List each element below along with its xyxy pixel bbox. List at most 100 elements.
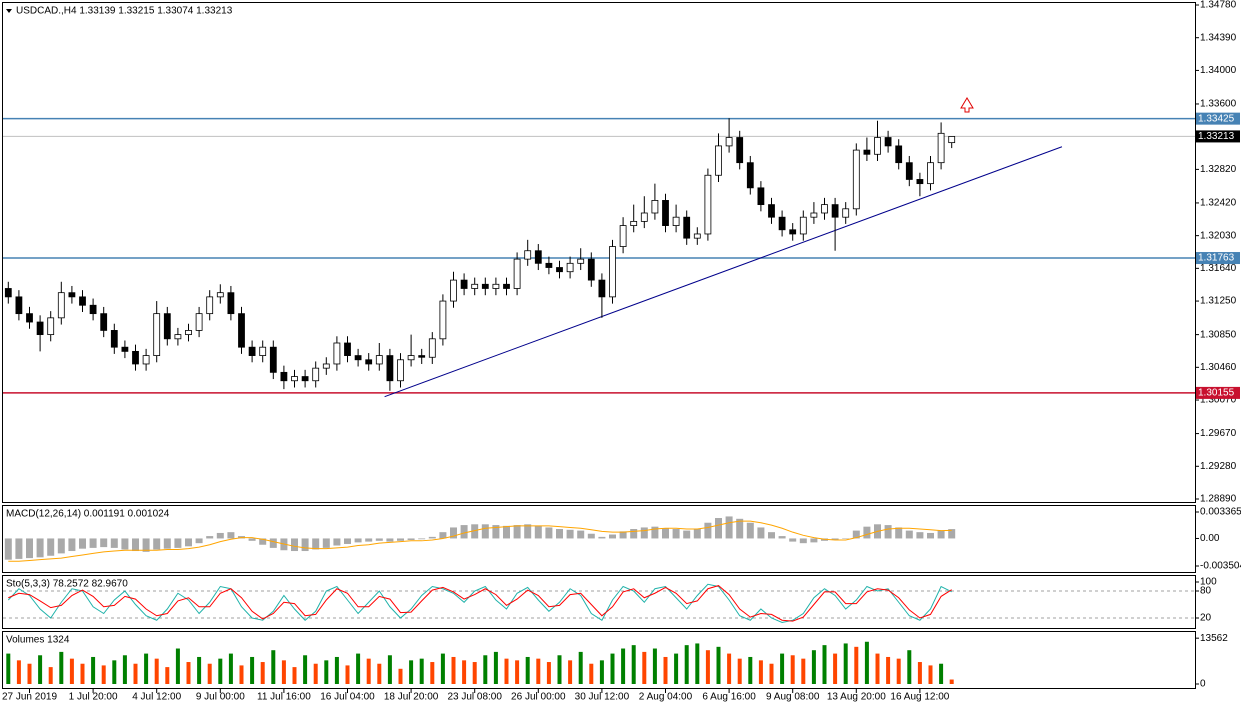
x-tick-label: 2 Aug 04:00 [639,692,693,703]
candle-body [619,225,627,247]
macd-bar [895,527,903,539]
candle-body [863,149,871,155]
candle-body [89,304,97,315]
candle-body [513,258,521,289]
volume-bar [27,663,32,684]
volume-bar [758,660,763,684]
volume-bar [536,658,541,684]
macd-bar [121,538,129,550]
candle-body [79,296,86,306]
current-price-box [1196,130,1240,143]
macd-bar [407,538,415,541]
signal-line [8,520,952,562]
macd-bar [725,516,733,539]
candle-body [587,258,595,281]
macd-bar [503,525,510,539]
volume-bar [207,663,212,684]
macd-bar [916,532,924,539]
macd-bar [704,522,712,539]
x-tick-label: 6 Aug 16:00 [702,692,756,703]
volume-bar [886,656,891,684]
candle-body [789,229,797,235]
macd-bar [598,536,606,539]
candle-body [534,250,542,264]
volume-bar [705,650,710,684]
y-tick-label: 100 [1200,577,1217,588]
macd-bar [842,538,850,539]
volume-bar [864,641,869,684]
macd-bar [322,538,330,548]
macd-bar [810,538,818,543]
candle-body [503,283,510,289]
candle-body [428,338,436,358]
current-price-label: 1.33213 [1198,131,1235,142]
candle-body [799,216,807,235]
macd-bar [831,538,839,541]
volume-bar [748,656,753,684]
macd-bar [545,527,553,539]
macd-bar [789,538,797,542]
macd-bar [662,528,669,539]
candle-body [481,283,489,289]
volume-bar [525,656,530,684]
candle-body [736,137,744,164]
candle-body [4,288,12,298]
volume-bar [218,658,223,684]
macd-bar [672,529,680,539]
candle-body [937,132,945,164]
volume-bar [271,650,276,684]
macd-bar [397,538,404,541]
volume-bar [387,655,392,684]
volume-bar [727,653,732,684]
macd-bar [693,529,701,539]
macd-bar [768,532,775,539]
volume-bar [462,660,467,684]
macd-bar [153,538,161,550]
volume-bar [197,656,202,684]
x-tick-label: 1 Jul 20:00 [69,692,118,703]
macd-bar [492,525,500,539]
candle-body [715,145,722,176]
candle-body [365,359,373,365]
y-tick-label: 80 [1200,586,1212,597]
macd-bar [471,524,479,539]
candle-body [693,233,701,239]
volume-bar [112,660,117,684]
volume-bar [239,665,244,684]
volume-bar [366,658,371,684]
macd-bar [163,538,171,549]
y-tick-label: 1.34780 [1200,0,1237,11]
candle-body [291,376,298,382]
volume-bar [546,662,551,684]
macd-bar [948,529,956,539]
macd-bar [15,538,23,559]
y-tick-label: 1.34000 [1200,65,1237,76]
macd-bar [375,538,383,541]
candle-body [322,363,330,369]
volume-bar [228,653,233,684]
candle-body [439,300,447,340]
volume-bar [949,679,954,684]
macd-bar [640,527,648,539]
macd-bar [577,530,585,539]
macd-bar [556,529,563,539]
volume-bar [334,656,339,684]
x-tick-label: 9 Jul 00:00 [196,692,245,703]
volume-bar [674,653,679,684]
volume-bar [663,656,668,684]
macd-bar [365,538,373,542]
macd-bar [259,538,267,545]
volume-bar [122,655,127,684]
volume-bar [504,658,509,684]
volume-bar [896,658,901,684]
x-tick-label: 18 Jul 20:00 [384,692,439,703]
candle-body [36,321,44,336]
x-tick-label: 30 Jul 12:00 [575,692,630,703]
volume-bar [186,662,191,684]
macd-bar [715,518,722,539]
candle-body [238,313,245,348]
volume-bar [101,665,106,684]
volume-bar [419,658,424,684]
volume-bar [154,658,159,684]
volume-bar [398,668,403,684]
